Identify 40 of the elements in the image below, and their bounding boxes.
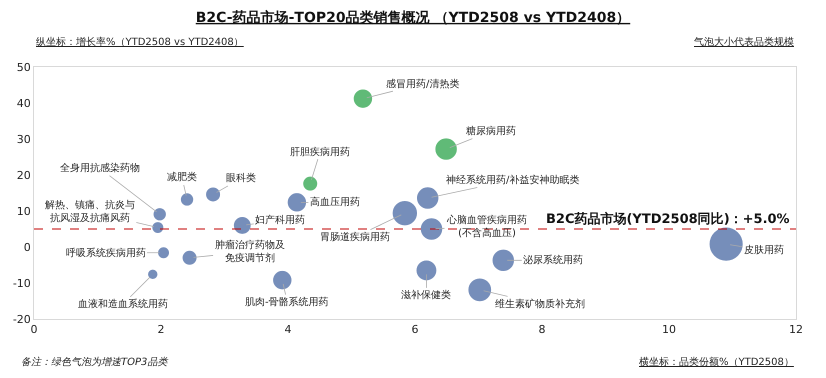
annotation: 胃肠道疾病用药 bbox=[320, 231, 390, 243]
annotation: 肝胆疾病用药 bbox=[290, 146, 350, 158]
y-tick-label: 20 bbox=[16, 168, 31, 182]
annotation: 高血压用药 bbox=[310, 196, 360, 208]
y-tick-label: 10 bbox=[16, 204, 31, 218]
annotation: 滋补保健类 bbox=[401, 289, 451, 301]
y-tick-label: 30 bbox=[16, 132, 31, 146]
annotation: 泌尿系统用药 bbox=[523, 254, 583, 266]
annotation: 感冒用药/清热类 bbox=[386, 78, 460, 90]
x-tick-label: 8 bbox=[538, 323, 546, 336]
annotation: 呼吸系统疾病用药 bbox=[66, 247, 146, 259]
text: 气泡大小代表品类规模 bbox=[694, 36, 794, 48]
annotation: 糖尿病用药 bbox=[466, 125, 516, 137]
annotation: 妇产科用药 bbox=[255, 214, 305, 226]
annotation: 减肥类 bbox=[167, 171, 197, 183]
y-axis-title: 纵坐标：增长率%（YTD2508 vs YTD2408） bbox=[36, 36, 244, 48]
annotation: 维生素矿物质补充剂 bbox=[495, 298, 585, 310]
chart-title: B2C-药品市场-TOP20品类销售概况 （YTD2508 vs YTD2408） bbox=[196, 8, 630, 26]
annotation: 心脑血管疾病用药(不含高血压) bbox=[446, 214, 527, 239]
x-tick-label: 6 bbox=[412, 323, 418, 336]
annotation: 血液和造血系统用药 bbox=[78, 298, 168, 310]
annotation: 眼科类 bbox=[226, 172, 256, 184]
annotation: 解热、镇痛、抗炎与抗风湿及抗痛风药 bbox=[45, 199, 135, 224]
annotation: 皮肤用药 bbox=[744, 244, 784, 256]
y-tick-label: -20 bbox=[12, 312, 31, 326]
x-axis-title: 横坐标：品类份额%（YTD2508） bbox=[639, 356, 794, 368]
x-tick-label: 12 bbox=[789, 323, 803, 336]
x-tick-label: 4 bbox=[284, 323, 292, 336]
y-tick-label: 50 bbox=[16, 60, 31, 74]
annotation: 神经系统用药/补益安神助眠类 bbox=[446, 174, 580, 186]
annotation: 肿瘤治疗药物及免疫调节剂 bbox=[215, 239, 285, 264]
ref-line-label: B2C药品市场(YTD2508同比)：+5.0% bbox=[546, 211, 790, 227]
annotation: 全身用抗感染药物 bbox=[60, 162, 140, 174]
text: 备注：绿色气泡为增速TOP3品类 bbox=[21, 356, 168, 368]
y-tick-label: -10 bbox=[12, 276, 31, 290]
x-tick-label: 10 bbox=[662, 323, 676, 336]
y-tick-label: 0 bbox=[24, 240, 31, 254]
x-tick-label: 2 bbox=[158, 323, 164, 336]
annotation: 肌肉-骨骼系统用药 bbox=[245, 296, 329, 308]
y-tick-label: 40 bbox=[16, 96, 31, 110]
